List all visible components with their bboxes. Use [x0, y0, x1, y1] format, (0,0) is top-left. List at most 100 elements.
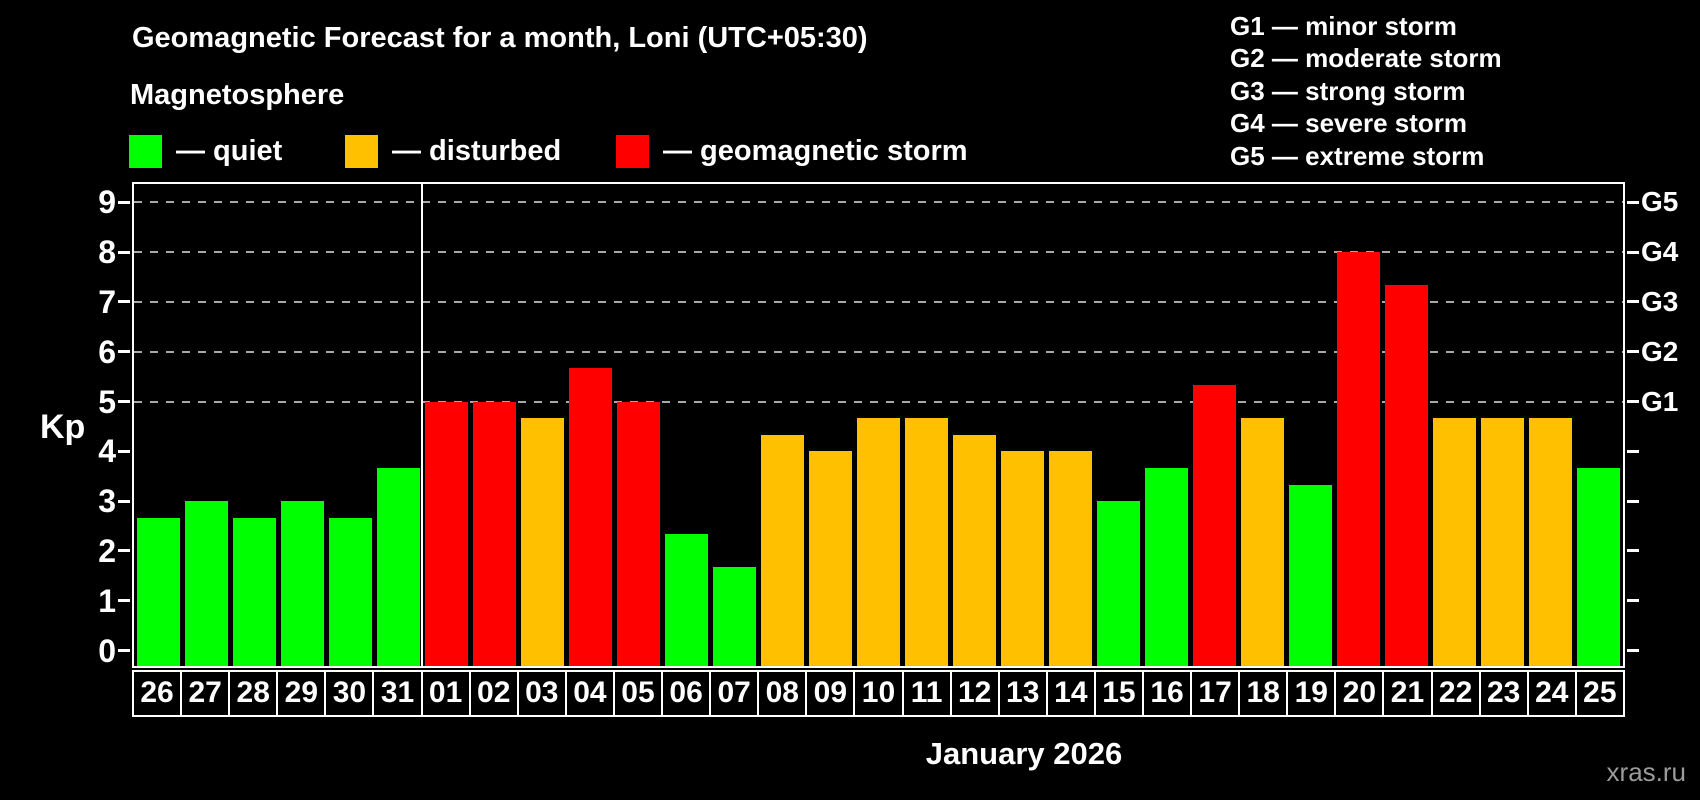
day-label-23: 23	[1481, 672, 1529, 715]
y-tick-label-9: 9	[98, 184, 116, 221]
legend-item-quiet: — quiet	[129, 134, 282, 168]
plot-area	[118, 182, 1639, 668]
tick-left-kp1	[118, 599, 130, 603]
tick-left-kp6	[118, 350, 130, 354]
chart-subtitle: Magnetosphere	[130, 79, 345, 111]
y-tick-label-4: 4	[98, 433, 116, 470]
storm-scale-g2: G2 — moderate storm	[1230, 43, 1502, 74]
tick-left-kp3	[118, 499, 130, 503]
bar-day-18	[1241, 417, 1285, 666]
tick-right-kp7	[1627, 300, 1639, 304]
bar-day-29	[280, 501, 324, 666]
tick-right-kp0	[1627, 649, 1639, 652]
bar-day-04	[568, 368, 612, 666]
tick-right-kp3	[1627, 499, 1639, 503]
tick-left-kp4	[118, 449, 130, 453]
day-label-07: 07	[711, 672, 760, 715]
day-label-26: 26	[134, 672, 183, 715]
legend-label-storm: — geomagnetic storm	[663, 134, 968, 167]
day-label-14: 14	[1048, 672, 1096, 715]
g-scale-label-g2: G2	[1641, 335, 1679, 367]
day-label-29: 29	[278, 672, 327, 715]
bar-day-25	[1577, 467, 1621, 666]
tick-right-kp4	[1627, 449, 1639, 453]
day-label-05: 05	[615, 672, 664, 715]
y-tick-label-5: 5	[98, 383, 116, 420]
g-scale-label-g1: G1	[1641, 385, 1679, 417]
y-tick-label-7: 7	[98, 283, 116, 320]
y-tick-label-8: 8	[98, 234, 116, 271]
storm-scale-g5: G5 — extreme storm	[1230, 140, 1485, 171]
watermark: xras.ru	[1606, 757, 1686, 787]
chart-title: Geomagnetic Forecast for a month, Loni (…	[132, 22, 868, 54]
g-scale-label-g5: G5	[1641, 186, 1679, 218]
day-label-06: 06	[663, 672, 712, 715]
bar-day-03	[520, 417, 564, 666]
bar-day-14	[1049, 451, 1093, 666]
day-label-30: 30	[326, 672, 375, 715]
gridline-kp9	[134, 201, 1623, 204]
bar-day-17	[1193, 385, 1237, 666]
quiet-color-swatch	[129, 134, 162, 168]
day-label-03: 03	[519, 672, 567, 715]
day-label-08: 08	[759, 672, 808, 715]
bar-day-23	[1481, 417, 1525, 666]
day-label-22: 22	[1433, 672, 1481, 715]
tick-left-kp0	[118, 649, 130, 652]
bar-day-01	[424, 401, 468, 666]
y-tick-label-6: 6	[98, 333, 116, 370]
bar-day-28	[232, 517, 276, 666]
bar-day-24	[1529, 417, 1573, 666]
day-label-13: 13	[1000, 672, 1048, 715]
day-label-31: 31	[374, 672, 423, 715]
bar-day-31	[376, 467, 420, 666]
bar-day-30	[328, 517, 372, 666]
legend-item-storm: — geomagnetic storm	[616, 134, 968, 168]
tick-right-kp8	[1627, 250, 1639, 254]
day-label-04: 04	[567, 672, 615, 715]
bar-day-07	[712, 567, 756, 666]
disturbed-color-swatch	[345, 134, 378, 168]
legend-item-disturbed: — disturbed	[345, 134, 561, 168]
x-axis-title: January 2026	[925, 736, 1123, 771]
tick-right-kp5	[1627, 400, 1639, 403]
day-label-01: 01	[423, 672, 471, 715]
legend-label-disturbed: — disturbed	[392, 134, 562, 167]
day-label-21: 21	[1384, 672, 1433, 715]
day-label-24: 24	[1529, 672, 1577, 715]
storm-color-swatch	[616, 134, 649, 168]
tick-right-kp6	[1627, 350, 1639, 354]
bar-day-10	[856, 417, 900, 666]
bar-day-11	[904, 417, 948, 666]
day-label-02: 02	[471, 672, 519, 715]
day-label-16: 16	[1144, 672, 1193, 715]
bar-day-08	[760, 434, 804, 666]
bar-day-12	[953, 434, 996, 666]
bar-day-16	[1145, 467, 1189, 666]
bar-day-02	[472, 401, 516, 666]
y-axis-title: Kp	[40, 408, 86, 446]
x-axis-day-labels: 26 27 28 29 30 31 01 02 03 04 05 06 07 08 09 10 11 12 13 14…	[132, 670, 1625, 717]
storm-scale-g3: G3 — strong storm	[1230, 75, 1466, 106]
y-tick-label-2: 2	[98, 532, 116, 569]
y-tick-label-1: 1	[98, 582, 116, 619]
bar-day-15	[1097, 501, 1141, 666]
bar-day-13	[1001, 451, 1045, 666]
storm-scale-g4: G4 — severe storm	[1230, 108, 1468, 139]
bar-day-21	[1385, 285, 1429, 666]
gridline-kp6	[134, 350, 1623, 353]
tick-left-kp9	[118, 200, 130, 204]
bar-day-19	[1289, 484, 1333, 666]
bar-day-09	[808, 451, 852, 666]
day-label-25: 25	[1583, 676, 1617, 709]
bar-day-06	[664, 534, 708, 666]
bar-day-27	[184, 501, 228, 666]
gridline-kp7	[134, 300, 1623, 303]
bar-day-22	[1433, 417, 1477, 666]
day-label-28: 28	[230, 672, 279, 715]
tick-right-kp1	[1627, 599, 1639, 603]
tick-right-kp9	[1627, 200, 1639, 204]
day-label-20: 20	[1336, 672, 1385, 715]
day-label-19: 19	[1288, 672, 1337, 715]
bar-day-26	[136, 517, 180, 666]
